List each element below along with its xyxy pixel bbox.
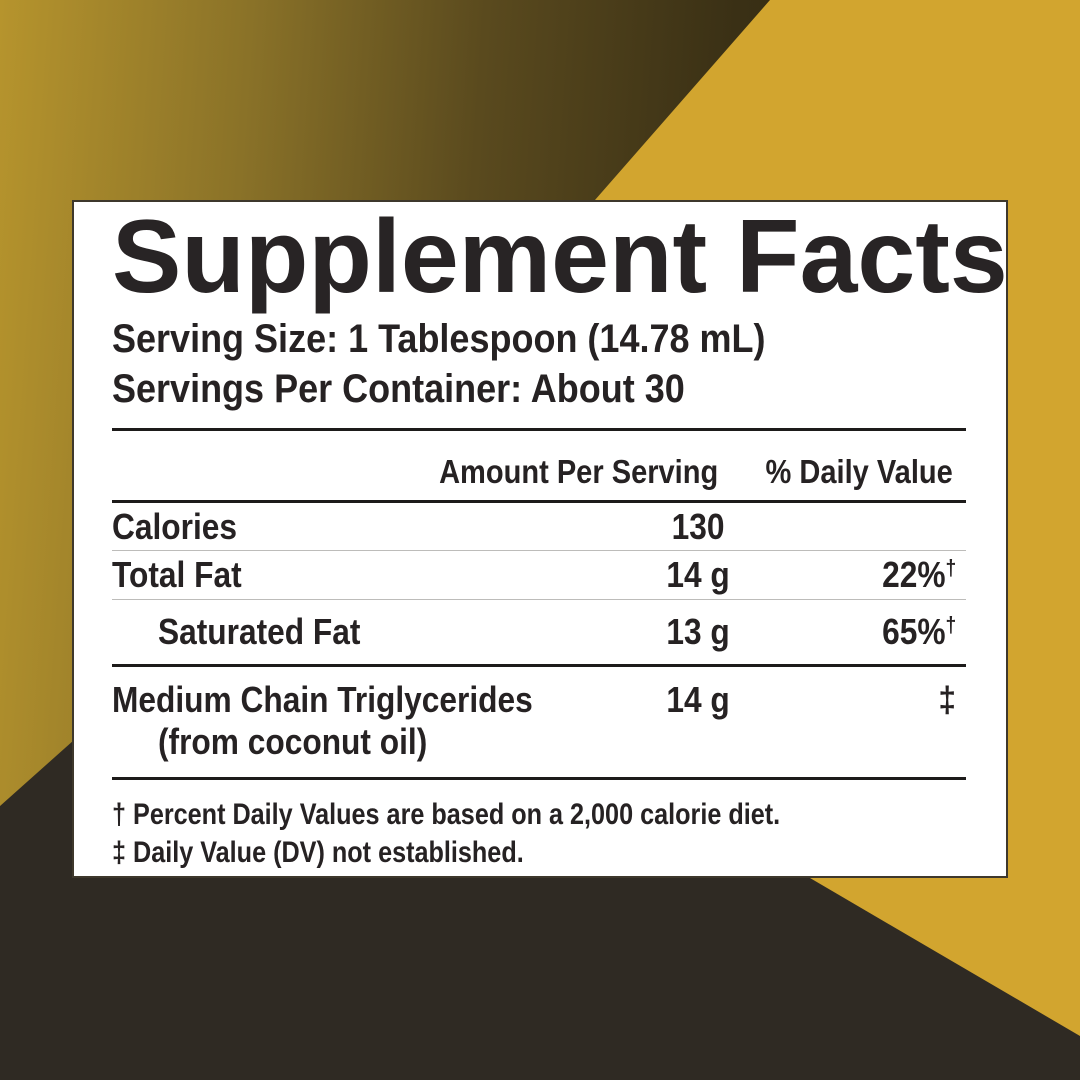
row-daily-value	[798, 506, 966, 548]
servings-per-container-line: Servings Per Container: About 30	[112, 364, 966, 414]
footnote-dv-not-established: ‡ Daily Value (DV) not established.	[112, 836, 524, 869]
supplement-facts-panel: Supplement Facts Serving Size: 1 Tablesp…	[72, 200, 1008, 878]
footnote-rule	[112, 777, 966, 780]
table-row-total-fat: Total Fat 14 g 22%†	[112, 551, 966, 599]
table-row-mct: Medium Chain Triglycerides (from coconut…	[112, 667, 966, 777]
row-name: Medium Chain Triglycerides (from coconut…	[112, 679, 598, 763]
panel-title: Supplement Facts	[112, 199, 1008, 315]
table-row-calories: Calories 130	[112, 503, 966, 550]
serving-size-text: Serving Size: 1 Tablespoon (14.78 mL)	[112, 317, 766, 361]
footnote-daily-values: † Percent Daily Values are based on a 2,…	[112, 798, 781, 831]
row-daily-value: 65%†	[881, 611, 956, 652]
mct-name: Medium Chain Triglycerides	[112, 679, 533, 720]
footnotes: † Percent Daily Values are based on a 2,…	[112, 780, 966, 872]
row-separator	[112, 599, 966, 600]
mct-source: (from coconut oil)	[158, 721, 428, 762]
row-name: Total Fat	[112, 554, 242, 595]
table-row-saturated-fat: Saturated Fat 13 g 65%†	[112, 600, 966, 664]
row-separator	[112, 550, 966, 551]
header-bottom-rule	[112, 500, 966, 503]
serving-size-line: Serving Size: 1 Tablespoon (14.78 mL)	[112, 314, 966, 364]
servings-per-container-text: Servings Per Container: About 30	[112, 367, 685, 411]
row-daily-value: 22%†	[881, 554, 956, 595]
row-amount: 14 g	[666, 679, 730, 720]
row-name: Saturated Fat	[158, 611, 361, 652]
table-header-row: Amount Per Serving % Daily Value	[112, 431, 966, 500]
section-rule	[112, 664, 966, 667]
row-daily-value: ‡	[938, 679, 956, 720]
row-amount: 13 g	[666, 611, 730, 652]
table-top-rule	[112, 428, 966, 431]
row-name: Calories	[112, 505, 238, 547]
row-amount: 130	[671, 505, 725, 547]
serving-info: Serving Size: 1 Tablespoon (14.78 mL) Se…	[112, 314, 966, 414]
row-amount: 14 g	[666, 554, 730, 595]
daily-value-header: % Daily Value	[765, 453, 953, 490]
amount-per-serving-header: Amount Per Serving	[439, 453, 719, 490]
